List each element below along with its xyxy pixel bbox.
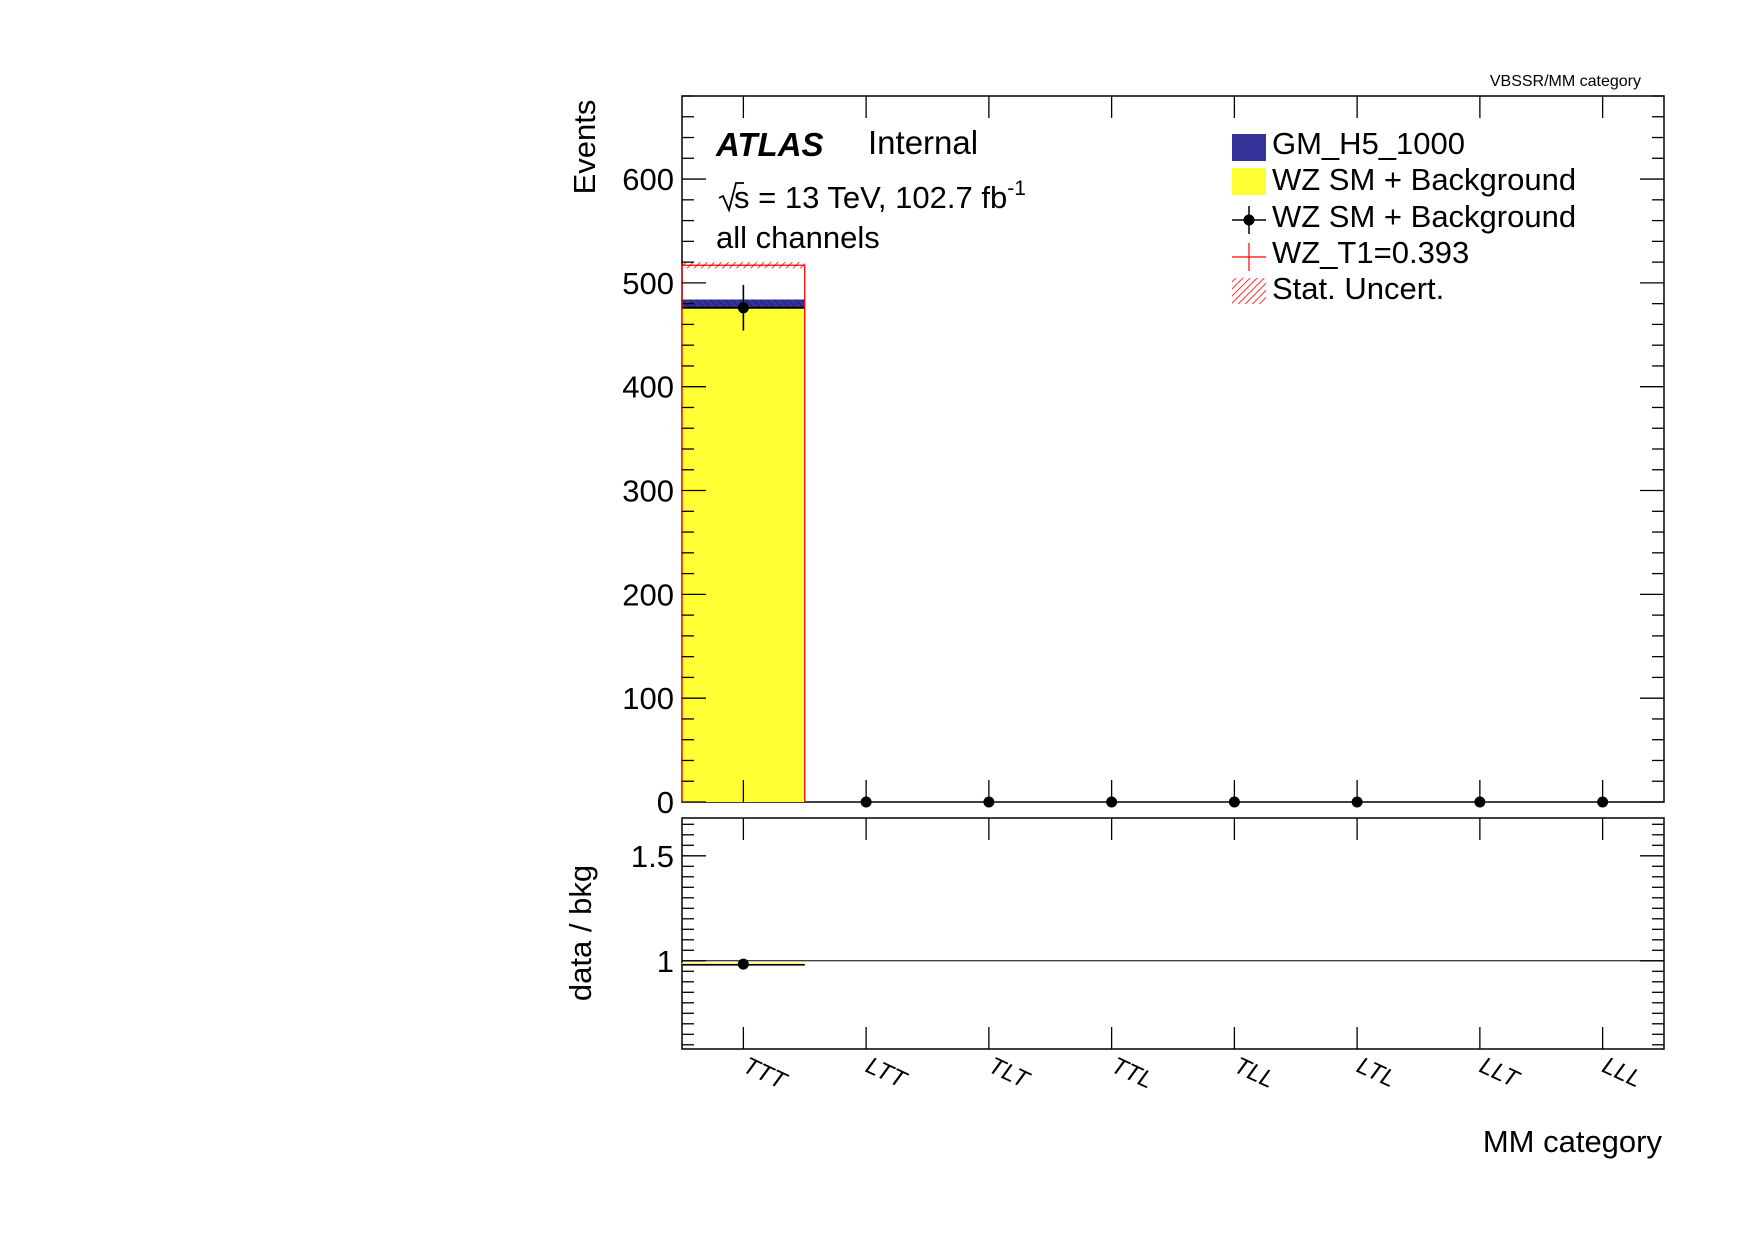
legend-label-signal: GM_H5_1000 (1272, 126, 1465, 161)
main-y-tick-label: 600 (622, 162, 674, 197)
data-point-LLT (1474, 796, 1486, 808)
legend-entry-signal: GM_H5_1000 (1232, 126, 1465, 161)
legend: GM_H5_1000 WZ SM + Background WZ SM + Ba… (1232, 126, 1576, 306)
main-frame (681, 95, 1665, 803)
legend-swatch-uncertainty (1232, 278, 1266, 304)
x-tick-label-TTL: TTL (1107, 1052, 1157, 1095)
x-tick-label-LLT: LLT (1475, 1052, 1524, 1094)
ratio-y-tick-label: 1 (657, 944, 674, 979)
main-y-tick-labels: 0 100 200 300 400 500 600 (622, 162, 674, 820)
x-tick-label-LLL: LLL (1598, 1052, 1646, 1093)
ratio-y-tick-labels: 11.5 (631, 839, 674, 979)
legend-marker-dot (1243, 214, 1255, 226)
x-tick-labels: TTT LTT TLT TTL TLL LTL LLT LLL (739, 1052, 1646, 1096)
legend-label-bkg: WZ SM + Background (1272, 162, 1576, 197)
legend-swatch-signal (1232, 134, 1266, 161)
legend-entry-uncertainty: Stat. Uncert. (1232, 271, 1444, 306)
main-data-points (737, 284, 1609, 808)
legend-label-uncertainty: Stat. Uncert. (1272, 271, 1444, 306)
legend-entry-variation: WZ_T1=0.393 (1232, 235, 1469, 271)
energy-lumi: s = 13 TeV, 102.7 fb-1 (734, 177, 1026, 215)
sqrt-sign (718, 182, 744, 213)
ratio-y-axis-title: data / bkg (563, 865, 598, 1001)
atlas-status: Internal (868, 124, 978, 161)
ratio-point-TTT (737, 958, 749, 970)
x-tick-label-TTT: TTT (739, 1052, 792, 1096)
x-tick-label-LTL: LTL (1353, 1052, 1400, 1093)
variation-step-TTT (681, 264, 806, 802)
data-point-TTL (1106, 796, 1118, 808)
main-y-tick-label: 0 (657, 785, 674, 820)
main-panel: 0 100 200 300 400 500 600 Events (567, 95, 1665, 820)
data-point-TLT (983, 796, 995, 808)
x-tick-label-TLT: TLT (984, 1052, 1035, 1095)
legend-entry-bkg: WZ SM + Background (1232, 162, 1576, 197)
data-point-LLL (1597, 796, 1609, 808)
legend-swatch-bkg (1232, 168, 1266, 195)
corner-label: VBSSR/MM category (1490, 73, 1641, 90)
channel-label: all channels (716, 220, 880, 255)
main-y-tick-label: 200 (622, 577, 674, 612)
main-axis-ticks (682, 95, 1664, 803)
main-y-tick-label: 300 (622, 474, 674, 509)
data-point-TLL (1228, 796, 1240, 808)
atlas-experiment: ATLAS (715, 126, 824, 163)
ratio-panel: 11.5 TTT LTT TLT TTL TLL LTL LLT LLL data / bkg… (563, 817, 1665, 1159)
data-point-TTT (737, 302, 749, 314)
x-tick-label-LTT: LTT (862, 1052, 913, 1095)
main-bars (681, 262, 806, 802)
legend-entry-data: WZ SM + Background (1232, 199, 1576, 234)
x-axis-title: MM category (1483, 1124, 1663, 1159)
bar-bkg-TTT (682, 307, 805, 802)
ratio-frame (681, 817, 1665, 1050)
x-tick-label-TLL: TLL (1230, 1052, 1279, 1094)
ratio-data-points (737, 958, 749, 970)
main-y-tick-label: 100 (622, 681, 674, 716)
legend-label-data: WZ SM + Background (1272, 199, 1576, 234)
main-y-tick-label: 400 (622, 370, 674, 405)
main-y-tick-label: 500 (622, 266, 674, 301)
data-point-LTL (1351, 796, 1363, 808)
ratio-y-tick-label: 1.5 (631, 839, 674, 874)
main-y-axis-title: Events (567, 100, 602, 195)
data-point-LTT (860, 796, 872, 808)
ratio-axis-ticks (682, 818, 1664, 1049)
atlas-label: ATLAS Internal s = 13 TeV, 102.7 fb-1 al… (715, 124, 1026, 255)
legend-label-variation: WZ_T1=0.393 (1272, 235, 1469, 270)
